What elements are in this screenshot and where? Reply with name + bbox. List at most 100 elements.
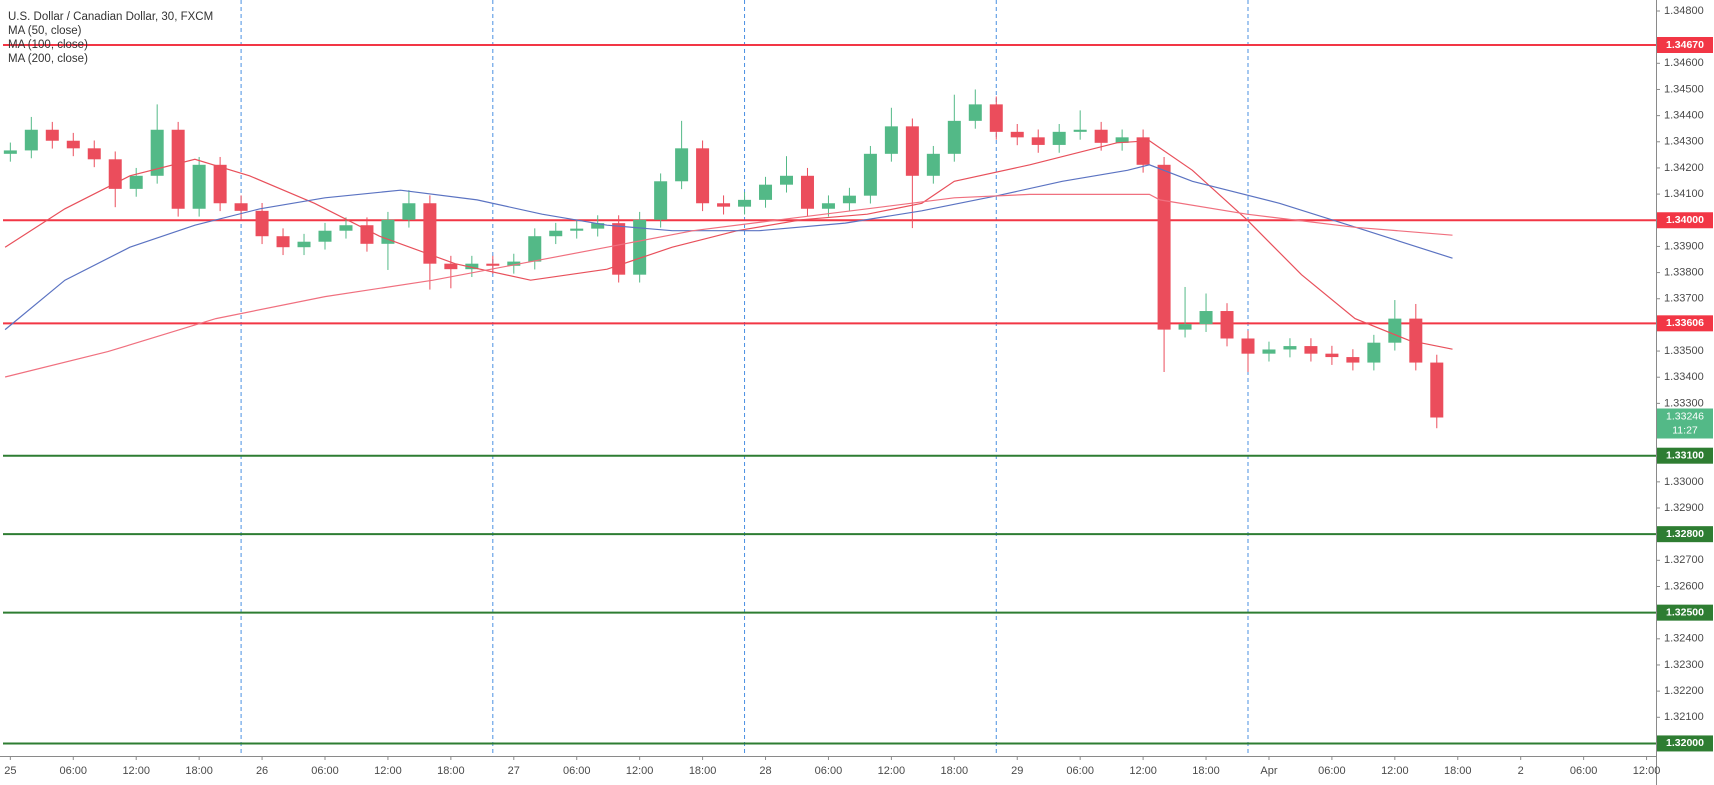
candle-body [696,148,710,204]
y-tick-label: 1.34800 [1664,5,1704,17]
level-label-box [1657,212,1713,229]
candle-body [192,164,206,209]
y-tick-label: 1.34100 [1664,188,1704,200]
candle-body [87,148,101,160]
legend-entry: MA (50, close) [8,25,82,37]
level-label: 1.32000 [1666,737,1704,749]
candle-body [213,164,227,204]
candle-body [1010,131,1024,138]
x-tick-label: 18:00 [689,765,717,777]
x-tick-label: 06:00 [563,765,591,777]
candle-body [633,219,647,275]
level-label: 1.32800 [1666,528,1704,540]
candle-body [905,126,919,176]
candle-body [360,225,374,244]
x-tick-label: 06:00 [1318,765,1346,777]
candle-body [276,236,290,248]
candle-body [989,104,1003,132]
candle-body [381,219,395,244]
candle-body [675,148,689,182]
candle-body [339,225,353,231]
x-tick-label: 12:00 [1129,765,1157,777]
y-tick-label: 1.32200 [1664,685,1704,697]
candle-body [108,159,122,189]
y-tick-label: 1.32900 [1664,502,1704,514]
moving-average-line [4,164,1453,331]
candle-body [66,140,80,149]
candle-body [842,195,856,204]
candle-body [297,241,311,248]
candle-body [759,184,773,200]
last-price-box [1657,408,1713,439]
candle-body [234,203,248,211]
candle-body [1430,362,1444,418]
x-tick-label: 18:00 [1444,765,1472,777]
level-label-box [1657,526,1713,543]
candle-body [1073,129,1087,132]
candle-body [129,175,143,189]
x-tick-label: 18:00 [185,765,213,777]
level-label-box [1657,36,1713,53]
legend-entry: MA (100, close) [8,39,88,51]
level-label-box [1657,315,1713,332]
x-tick-label: 12:00 [122,765,150,777]
y-tick-label: 1.33500 [1664,345,1704,357]
x-tick-label: 18:00 [437,765,465,777]
candle-body [45,129,59,141]
y-tick-label: 1.32100 [1664,711,1704,723]
candle-body [1409,318,1423,363]
level-label-box [1657,735,1713,752]
y-tick-label: 1.34400 [1664,110,1704,122]
candle-body [528,236,542,262]
y-tick-label: 1.34300 [1664,136,1704,148]
candle-body [255,210,269,237]
candle-body [24,129,38,151]
level-label-box [1657,604,1713,621]
x-tick-label: 25 [4,765,16,777]
candle-body [968,104,982,121]
candle-body [884,126,898,154]
x-tick-label: 12:00 [374,765,402,777]
x-tick-label: 28 [759,765,771,777]
candle-body [654,181,668,220]
candle-body [1115,137,1129,143]
moving-average-line [4,193,1453,378]
x-tick-label: 27 [508,765,520,777]
candle-body [3,150,17,154]
x-tick-label: 12:00 [1381,765,1409,777]
y-tick-label: 1.32400 [1664,633,1704,645]
x-tick-label: 12:00 [626,765,654,777]
candle-body [1178,324,1192,330]
candle-body [1241,338,1255,354]
candle-body [1367,342,1381,363]
moving-average-line [4,140,1453,350]
candle-body [486,263,500,266]
candle-body [612,223,626,275]
y-tick-label: 1.33800 [1664,266,1704,278]
candle-body [1388,318,1402,343]
x-tick-label: 06:00 [1570,765,1598,777]
candle-body [1262,349,1276,354]
candle-body [465,263,479,270]
candle-body [1220,311,1234,339]
level-label: 1.33100 [1666,449,1704,461]
candle-body [1325,353,1339,358]
y-tick-label: 1.33900 [1664,240,1704,252]
candle-body [318,230,332,242]
candle-body [779,175,793,185]
x-tick-label: 26 [256,765,268,777]
y-tick-label: 1.34200 [1664,162,1704,174]
candle-body [1283,346,1297,350]
y-tick-label: 1.33700 [1664,293,1704,305]
candle-body [738,199,752,207]
candle-body [1346,357,1360,363]
x-tick-label: 12:00 [1633,765,1661,777]
level-label-box [1657,447,1713,464]
y-tick-label: 1.32700 [1664,554,1704,566]
candle-body [821,203,835,209]
candle-body [549,230,563,237]
last-price-label: 1.33246 [1666,410,1704,422]
candle-body [507,261,521,266]
